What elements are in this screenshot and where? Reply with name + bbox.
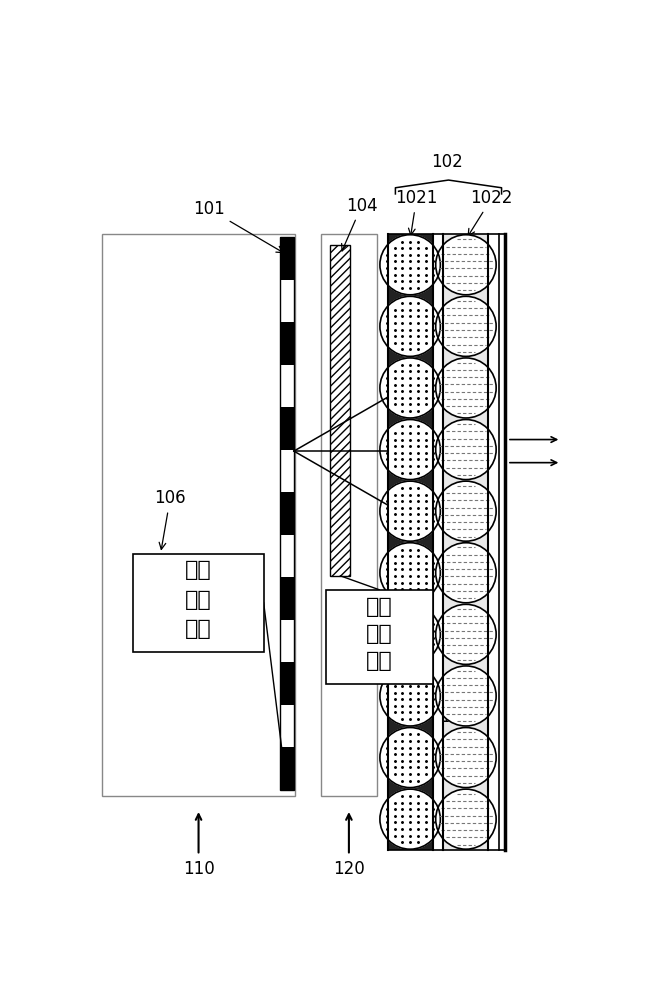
Circle shape (380, 666, 441, 726)
Text: 103: 103 (461, 817, 492, 835)
Circle shape (380, 789, 441, 849)
Circle shape (435, 666, 496, 726)
Circle shape (380, 358, 441, 418)
Circle shape (435, 481, 496, 541)
Text: 106: 106 (154, 489, 186, 549)
Circle shape (435, 420, 496, 480)
Bar (280, 620, 294, 662)
Circle shape (435, 789, 496, 849)
Text: 101: 101 (193, 200, 284, 253)
Text: 显示: 显示 (185, 560, 212, 580)
Bar (280, 492, 294, 535)
Circle shape (435, 604, 496, 664)
Circle shape (380, 420, 441, 480)
Circle shape (380, 728, 441, 788)
Text: 引擎: 引擎 (185, 619, 212, 639)
Text: 1022: 1022 (468, 189, 513, 236)
Circle shape (380, 481, 441, 541)
Circle shape (380, 235, 441, 295)
Bar (321, 234, 377, 796)
Bar (330, 245, 350, 576)
Circle shape (380, 543, 441, 603)
Text: 图像: 图像 (185, 590, 212, 610)
Bar (280, 237, 294, 790)
Bar (280, 407, 294, 450)
Bar (280, 662, 294, 705)
Text: 单元: 单元 (366, 651, 393, 671)
Text: 偏振: 偏振 (366, 597, 393, 617)
Text: 110: 110 (183, 860, 214, 878)
Circle shape (380, 296, 441, 356)
Circle shape (435, 728, 496, 788)
Bar (280, 365, 294, 407)
Bar (443, 234, 488, 850)
Bar (280, 237, 294, 280)
Bar (280, 577, 294, 620)
Text: 105: 105 (420, 679, 472, 726)
Circle shape (435, 296, 496, 356)
Text: 104: 104 (342, 197, 377, 251)
Bar (280, 705, 294, 747)
Bar (280, 535, 294, 577)
Bar (280, 280, 294, 322)
Text: 1021: 1021 (395, 189, 438, 235)
Bar (280, 747, 294, 790)
Bar (134, 554, 264, 652)
Circle shape (435, 358, 496, 418)
Circle shape (380, 604, 441, 664)
Bar (388, 234, 433, 850)
Text: 控制: 控制 (366, 624, 393, 644)
Circle shape (435, 543, 496, 603)
Text: 120: 120 (333, 860, 365, 878)
Bar (103, 234, 295, 796)
Bar (280, 322, 294, 365)
Bar (326, 590, 433, 684)
Circle shape (435, 235, 496, 295)
Text: 102: 102 (431, 153, 463, 171)
Bar (280, 450, 294, 492)
